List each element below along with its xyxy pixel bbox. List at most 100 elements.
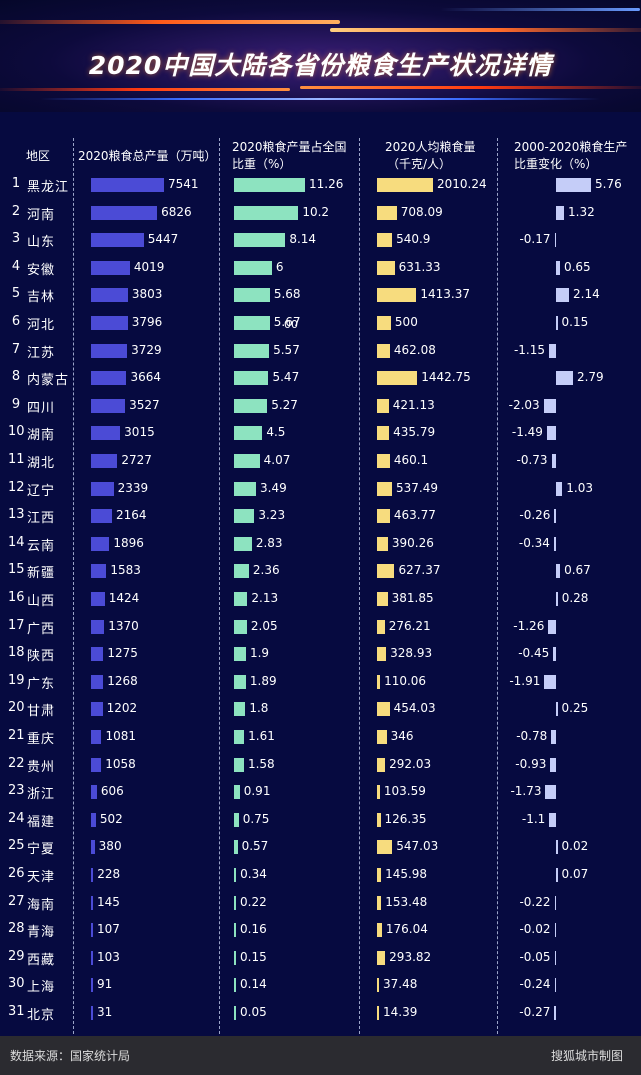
percap-value: 328.93 xyxy=(390,646,433,661)
total-value: 3729 xyxy=(131,342,162,357)
stray-mark: 00 xyxy=(284,318,298,331)
change-value: 0.07 xyxy=(561,867,589,881)
header-percap-line2: （千克/人） xyxy=(387,157,452,171)
change-bar xyxy=(554,1006,556,1020)
total-value: 1896 xyxy=(113,535,144,550)
percap-value: 627.37 xyxy=(398,563,441,578)
total-value: 31 xyxy=(97,1005,113,1019)
column-divider xyxy=(219,138,220,1034)
percap-bar xyxy=(377,785,380,800)
change-value: -1.1 xyxy=(521,811,546,826)
total-bar xyxy=(91,481,114,496)
region-name: 内蒙古 xyxy=(27,373,70,389)
share-bar xyxy=(234,343,270,358)
total-value: 606 xyxy=(100,784,124,799)
percap-value: 103.59 xyxy=(383,784,426,799)
change-bar xyxy=(551,730,556,744)
percap-bar xyxy=(377,674,381,689)
percap-bar xyxy=(377,509,390,524)
share-bar xyxy=(234,647,246,662)
footer: 数据来源：国家统计局 搜狐城市制图 xyxy=(0,1036,641,1075)
column-divider xyxy=(359,138,360,1034)
total-bar xyxy=(91,426,121,441)
share-value: 3.49 xyxy=(260,480,287,495)
percap-value: 37.48 xyxy=(383,977,418,992)
share-value: 4.07 xyxy=(263,453,291,467)
region-name: 河南 xyxy=(27,207,56,223)
row-rank: 27 xyxy=(8,893,25,909)
share-bar xyxy=(234,260,272,275)
share-value: 2.36 xyxy=(252,563,280,578)
total-value: 1424 xyxy=(108,591,140,605)
table-row: 29 西藏 103 0.15 293.82 -0.05 xyxy=(0,945,641,972)
total-bar xyxy=(91,923,93,938)
percap-bar xyxy=(377,288,417,303)
change-bar xyxy=(556,702,558,717)
change-bar xyxy=(556,316,558,330)
change-value: -1.91 xyxy=(509,673,541,688)
table-row: 23 浙江 606 0.91 103.59 -1.73 xyxy=(0,779,641,806)
change-value: 0.28 xyxy=(561,591,589,605)
region-name: 江西 xyxy=(27,511,56,527)
change-bar xyxy=(556,868,558,882)
change-bar xyxy=(549,343,556,358)
share-bar xyxy=(234,674,246,689)
share-bar xyxy=(234,895,236,910)
row-rank: 30 xyxy=(8,976,25,992)
table-row: 6 河北 3796 5.67 500 0.15 xyxy=(0,310,641,337)
total-value: 2339 xyxy=(117,480,149,495)
percap-value: 462.08 xyxy=(393,342,436,357)
region-name: 河北 xyxy=(27,318,56,333)
share-bar xyxy=(234,178,305,192)
share-bar xyxy=(234,978,236,993)
region-name: 甘肃 xyxy=(27,704,56,720)
share-value: 0.91 xyxy=(243,784,271,799)
percap-value: 153.48 xyxy=(385,894,428,909)
row-rank: 12 xyxy=(8,479,25,495)
table-row: 25 宁夏 380 0.57 547.03 0.02 xyxy=(0,834,641,861)
share-bar xyxy=(234,536,252,551)
percap-bar xyxy=(377,564,395,579)
row-rank: 29 xyxy=(8,948,25,964)
row-rank: 23 xyxy=(8,783,25,799)
change-bar xyxy=(551,454,556,468)
change-value: -0.93 xyxy=(515,756,547,771)
row-rank: 10 xyxy=(8,424,25,440)
total-bar xyxy=(91,592,105,606)
percap-bar xyxy=(377,398,389,413)
row-rank: 17 xyxy=(8,617,25,633)
credit-note: 搜狐城市制图 xyxy=(550,1049,623,1063)
region-name: 福建 xyxy=(27,814,56,830)
percap-bar xyxy=(377,371,418,386)
table-row: 14 云南 1896 2.83 390.26 -0.34 xyxy=(0,531,641,558)
total-bar xyxy=(91,895,93,910)
region-name: 青海 xyxy=(27,925,56,941)
total-bar xyxy=(91,674,104,689)
total-bar xyxy=(91,536,110,551)
total-value: 7541 xyxy=(168,177,199,191)
change-value: 2.79 xyxy=(576,370,604,385)
percap-bar xyxy=(377,868,382,882)
change-value: -0.26 xyxy=(519,508,551,523)
total-bar xyxy=(91,812,96,827)
row-rank: 16 xyxy=(8,590,25,605)
share-bar xyxy=(234,233,286,248)
percap-value: 14.39 xyxy=(383,1005,418,1019)
total-value: 107 xyxy=(97,922,120,937)
share-value: 11.26 xyxy=(309,177,344,191)
change-bar xyxy=(546,426,556,441)
percap-value: 2010.24 xyxy=(437,177,487,191)
region-name: 黑龙江 xyxy=(27,180,70,195)
change-value: 0.65 xyxy=(563,259,591,274)
total-value: 1058 xyxy=(105,756,136,771)
total-value: 502 xyxy=(99,811,123,826)
total-bar xyxy=(91,647,104,662)
total-bar xyxy=(91,757,102,772)
total-value: 1081 xyxy=(105,729,136,743)
table-row: 24 福建 502 0.75 126.35 -1.1 xyxy=(0,807,641,834)
change-bar xyxy=(554,895,556,910)
region-name: 湖北 xyxy=(27,456,56,471)
percap-value: 276.21 xyxy=(388,618,431,633)
row-rank: 26 xyxy=(8,866,25,881)
percap-value: 381.85 xyxy=(391,591,434,605)
